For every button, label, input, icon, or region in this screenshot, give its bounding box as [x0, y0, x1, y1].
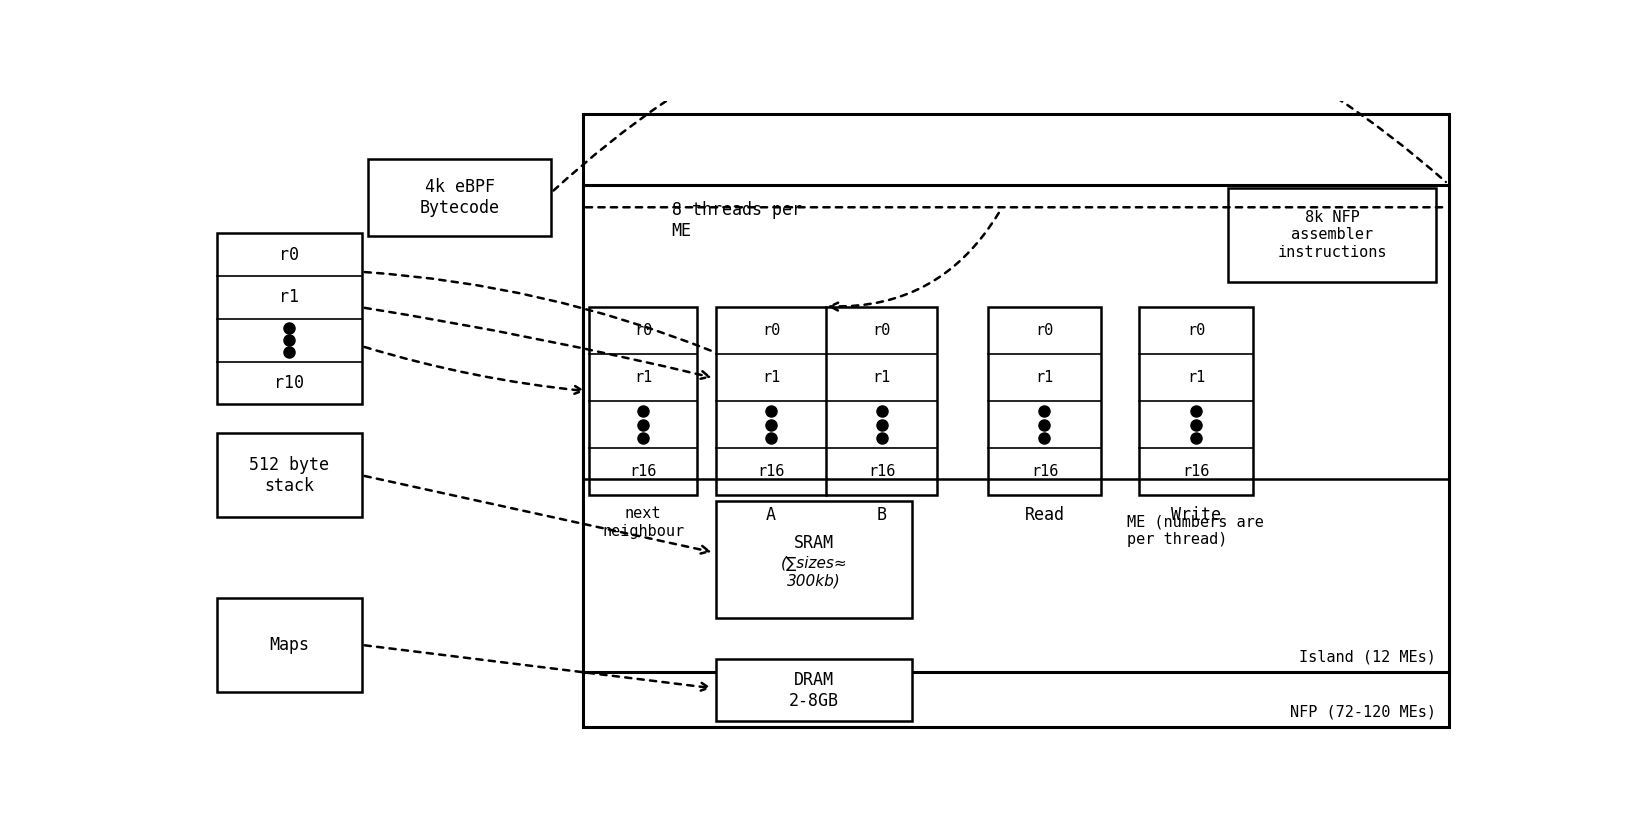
Bar	[716, 501, 911, 618]
Text: r1: r1	[761, 370, 779, 385]
Bar	[217, 233, 362, 404]
Text: NFP (72-120 MEs): NFP (72-120 MEs)	[1289, 705, 1436, 720]
Text: r16: r16	[629, 464, 657, 479]
Text: r0: r0	[279, 246, 298, 263]
Text: r1: r1	[1035, 370, 1053, 385]
Bar	[217, 598, 362, 692]
FancyArrowPatch shape	[365, 308, 709, 378]
Text: Island (12 MEs): Island (12 MEs)	[1299, 649, 1436, 664]
Text: SRAM: SRAM	[794, 534, 833, 552]
Text: r1: r1	[279, 289, 298, 306]
Bar	[1227, 188, 1436, 282]
FancyArrowPatch shape	[365, 645, 709, 690]
Bar	[1138, 307, 1252, 495]
Bar	[716, 307, 937, 495]
Text: Maps: Maps	[269, 636, 310, 654]
Text: r0: r0	[761, 323, 779, 338]
Bar	[584, 113, 1447, 727]
Text: r1: r1	[872, 370, 890, 385]
Text: DRAM
2-8GB: DRAM 2-8GB	[789, 671, 838, 710]
Bar	[716, 659, 911, 721]
Bar	[584, 185, 1447, 672]
Text: r0: r0	[1187, 323, 1205, 338]
Text: 512 byte
stack: 512 byte stack	[249, 456, 329, 495]
Text: r16: r16	[1030, 464, 1058, 479]
FancyArrowPatch shape	[830, 213, 998, 310]
Text: B: B	[877, 507, 887, 524]
Text: 8 threads per
ME: 8 threads per ME	[672, 201, 800, 240]
FancyArrowPatch shape	[365, 347, 582, 393]
Text: r16: r16	[1182, 464, 1209, 479]
Bar	[368, 159, 551, 237]
Text: 4k eBPF
Bytecode: 4k eBPF Bytecode	[419, 178, 499, 217]
Bar	[217, 434, 362, 518]
Text: r1: r1	[1187, 370, 1205, 385]
Bar	[988, 307, 1100, 495]
Text: 8k NFP
assembler
instructions: 8k NFP assembler instructions	[1276, 210, 1386, 259]
Text: A: A	[766, 507, 776, 524]
Text: next
neighbour: next neighbour	[601, 507, 683, 539]
Text: r0: r0	[872, 323, 890, 338]
Text: r0: r0	[1035, 323, 1053, 338]
Text: r0: r0	[634, 323, 652, 338]
Text: r10: r10	[274, 374, 305, 392]
Text: r16: r16	[756, 464, 784, 479]
Text: r1: r1	[634, 370, 652, 385]
Text: ME (numbers are
per thread): ME (numbers are per thread)	[1126, 514, 1263, 546]
Text: Write: Write	[1170, 507, 1221, 524]
Text: Read: Read	[1024, 507, 1064, 524]
FancyArrowPatch shape	[365, 476, 709, 554]
Bar	[588, 307, 696, 495]
FancyArrowPatch shape	[365, 272, 712, 351]
Text: (∑sizes≈
300kb): (∑sizes≈ 300kb)	[781, 556, 846, 588]
Text: r16: r16	[867, 464, 895, 479]
FancyArrowPatch shape	[553, 0, 1444, 190]
